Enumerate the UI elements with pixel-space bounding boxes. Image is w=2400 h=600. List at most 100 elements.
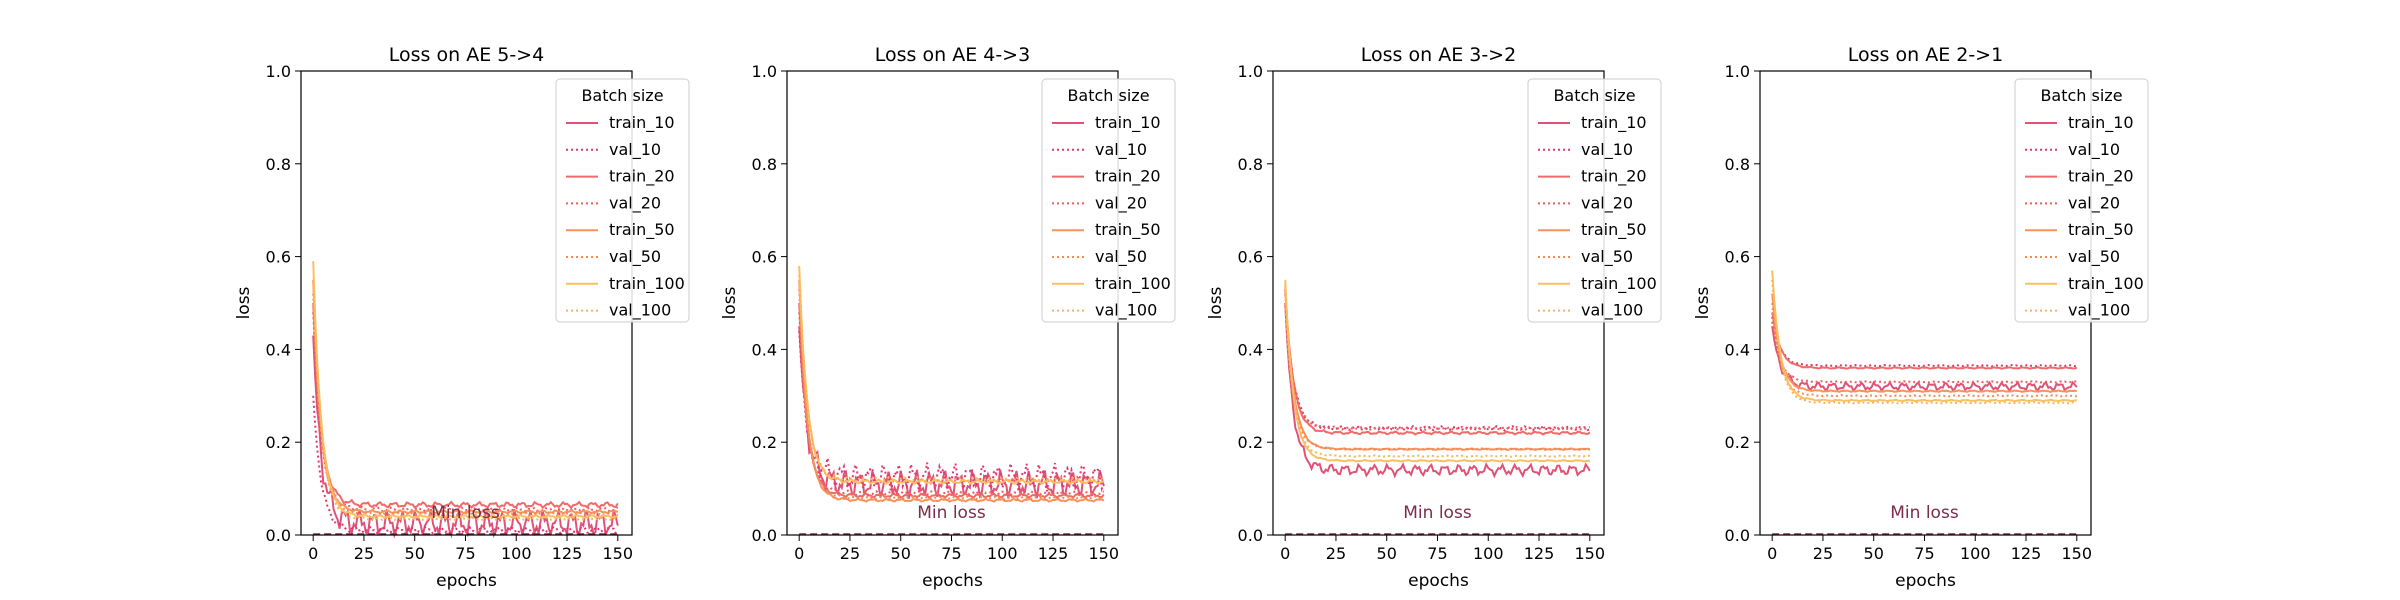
x-tick-label: 50 [1377, 544, 1397, 563]
series-group [798, 265, 1105, 503]
legend-entry-train_10: train_10 [1095, 113, 1161, 133]
series-line-val_20 [1284, 302, 1590, 431]
legend-entry-val_100: val_100 [609, 301, 671, 321]
min-loss-label: Min loss [1890, 503, 1959, 523]
series-line-train_20 [312, 302, 619, 510]
y-tick-label: 0.0 [1725, 526, 1750, 545]
x-tick-label: 125 [1038, 544, 1069, 563]
y-tick-label: 1.0 [752, 62, 777, 81]
chart-title: Loss on AE 3->2 [1361, 44, 1516, 66]
legend-entry-train_50: train_50 [1581, 220, 1647, 240]
x-tick-label: 100 [987, 544, 1018, 563]
legend-entry-val_50: val_50 [1095, 247, 1147, 267]
legend-entry-train_100: train_100 [609, 274, 685, 294]
legend-entry-val_10: val_10 [609, 140, 661, 160]
legend-entry-train_20: train_20 [1581, 167, 1647, 187]
x-axis-label: epochs [436, 571, 497, 591]
legend-entry-train_20: train_20 [609, 167, 675, 187]
y-tick-label: 0.6 [752, 248, 777, 267]
legend-entry-train_50: train_50 [609, 220, 675, 240]
x-tick-label: 75 [455, 544, 475, 563]
legend: Batch size train_10 val_10 train_20 val_20tr… [555, 78, 690, 323]
legend-entry-train_10: train_10 [2068, 113, 2134, 133]
legend-entry-val_20: val_20 [1581, 193, 1633, 213]
legend-entry-val_20: val_20 [609, 193, 661, 213]
x-tick-label: 150 [1089, 544, 1120, 563]
chart-panel-3: Loss on AE 3->2 Min loss 0.0 0.2 0.4 0.6 0.8 1.… [1206, 44, 1662, 591]
y-tick-label: 1.0 [1238, 62, 1263, 81]
min-loss-label: Min loss [917, 503, 986, 523]
y-tick-label: 1.0 [266, 62, 291, 81]
legend-entry-val_50: val_50 [2068, 247, 2120, 267]
x-tick-label: 0 [1767, 544, 1777, 563]
series-line-train_50 [1771, 293, 2078, 393]
legend-entry-val_50: val_50 [609, 247, 661, 267]
series-line-val_10 [1284, 293, 1591, 432]
legend-entry-train_50: train_50 [2068, 220, 2134, 240]
series-line-train_100 [1284, 279, 1590, 463]
legend-box [555, 78, 690, 323]
x-tick-label: 25 [1813, 544, 1833, 563]
legend-entry-train_20: train_20 [2068, 167, 2134, 187]
series-line-train_20 [798, 302, 1105, 500]
series-group [1771, 270, 2078, 405]
legend-entry-val_100: val_100 [1581, 301, 1643, 321]
legend-entry-train_100: train_100 [1095, 274, 1171, 294]
legend: Batch size train_10 val_10 train_20 val_20tr… [2014, 78, 2149, 323]
series-line-val_20 [1771, 321, 2077, 384]
x-tick-label: 125 [1524, 544, 1555, 563]
legend-title: Batch size [2040, 86, 2122, 105]
series-line-train_10 [798, 326, 1105, 500]
series-line-val_100 [312, 279, 618, 522]
series-line-val_100 [798, 275, 1104, 483]
legend-box [2014, 78, 2149, 323]
y-axis-label: loss [720, 286, 740, 319]
x-tick-label: 0 [794, 544, 804, 563]
series-line-val_20 [312, 312, 619, 513]
y-tick-label: 0.0 [266, 526, 291, 545]
x-tick-label: 75 [1427, 544, 1447, 563]
series-line-val_10 [312, 395, 619, 536]
chart-title: Loss on AE 4->3 [875, 44, 1030, 66]
series-group [312, 261, 619, 539]
series-line-val_10 [798, 330, 1105, 493]
series-line-val_10 [1771, 316, 2077, 368]
chart-title: Loss on AE 5->4 [389, 44, 544, 66]
legend-title: Batch size [1553, 86, 1635, 105]
y-tick-label: 0.8 [266, 155, 291, 174]
chart-title: Loss on AE 2->1 [1848, 44, 2003, 66]
y-axis-label: loss [234, 286, 254, 319]
y-tick-label: 0.8 [1238, 155, 1263, 174]
legend-entry-val_100: val_100 [2068, 301, 2130, 321]
series-line-val_50 [1284, 302, 1590, 451]
legend-box [1527, 78, 1662, 323]
legend: Batch size train_10 val_10 train_20 val_20tr… [1041, 78, 1176, 323]
series-line-val_20 [798, 312, 1105, 497]
series-group [1284, 279, 1591, 479]
legend-entry-val_20: val_20 [2068, 193, 2120, 213]
legend-entry-train_10: train_10 [609, 113, 675, 133]
series-line-val_100 [1284, 293, 1590, 458]
chart-panel-4: Loss on AE 2->1 Min loss 0.0 0.2 0.4 0.6 0.8 1.… [1693, 44, 2149, 591]
x-tick-label: 0 [1280, 544, 1290, 563]
y-tick-label: 0.2 [1725, 433, 1750, 452]
y-tick-label: 0.2 [1238, 433, 1263, 452]
min-loss-label: Min loss [1403, 503, 1472, 523]
legend: Batch size train_10 val_10 train_20 val_20tr… [1527, 78, 1662, 323]
legend-entry-val_10: val_10 [1095, 140, 1147, 160]
legend-entry-train_20: train_20 [1095, 167, 1161, 187]
y-tick-label: 0.4 [266, 340, 291, 359]
legend-box [1041, 78, 1176, 323]
legend-entry-train_10: train_10 [1581, 113, 1647, 133]
legend-entry-train_100: train_100 [2068, 274, 2144, 294]
y-tick-label: 0.4 [1238, 340, 1263, 359]
series-line-val_50 [312, 293, 619, 517]
legend-entry-val_10: val_10 [2068, 140, 2120, 160]
series-line-train_10 [1284, 302, 1591, 479]
series-line-train_20 [1284, 289, 1591, 436]
x-tick-label: 75 [941, 544, 961, 563]
x-tick-label: 125 [552, 544, 583, 563]
y-tick-label: 0.8 [752, 155, 777, 174]
y-tick-label: 0.2 [752, 433, 777, 452]
series-line-train_50 [798, 279, 1105, 503]
